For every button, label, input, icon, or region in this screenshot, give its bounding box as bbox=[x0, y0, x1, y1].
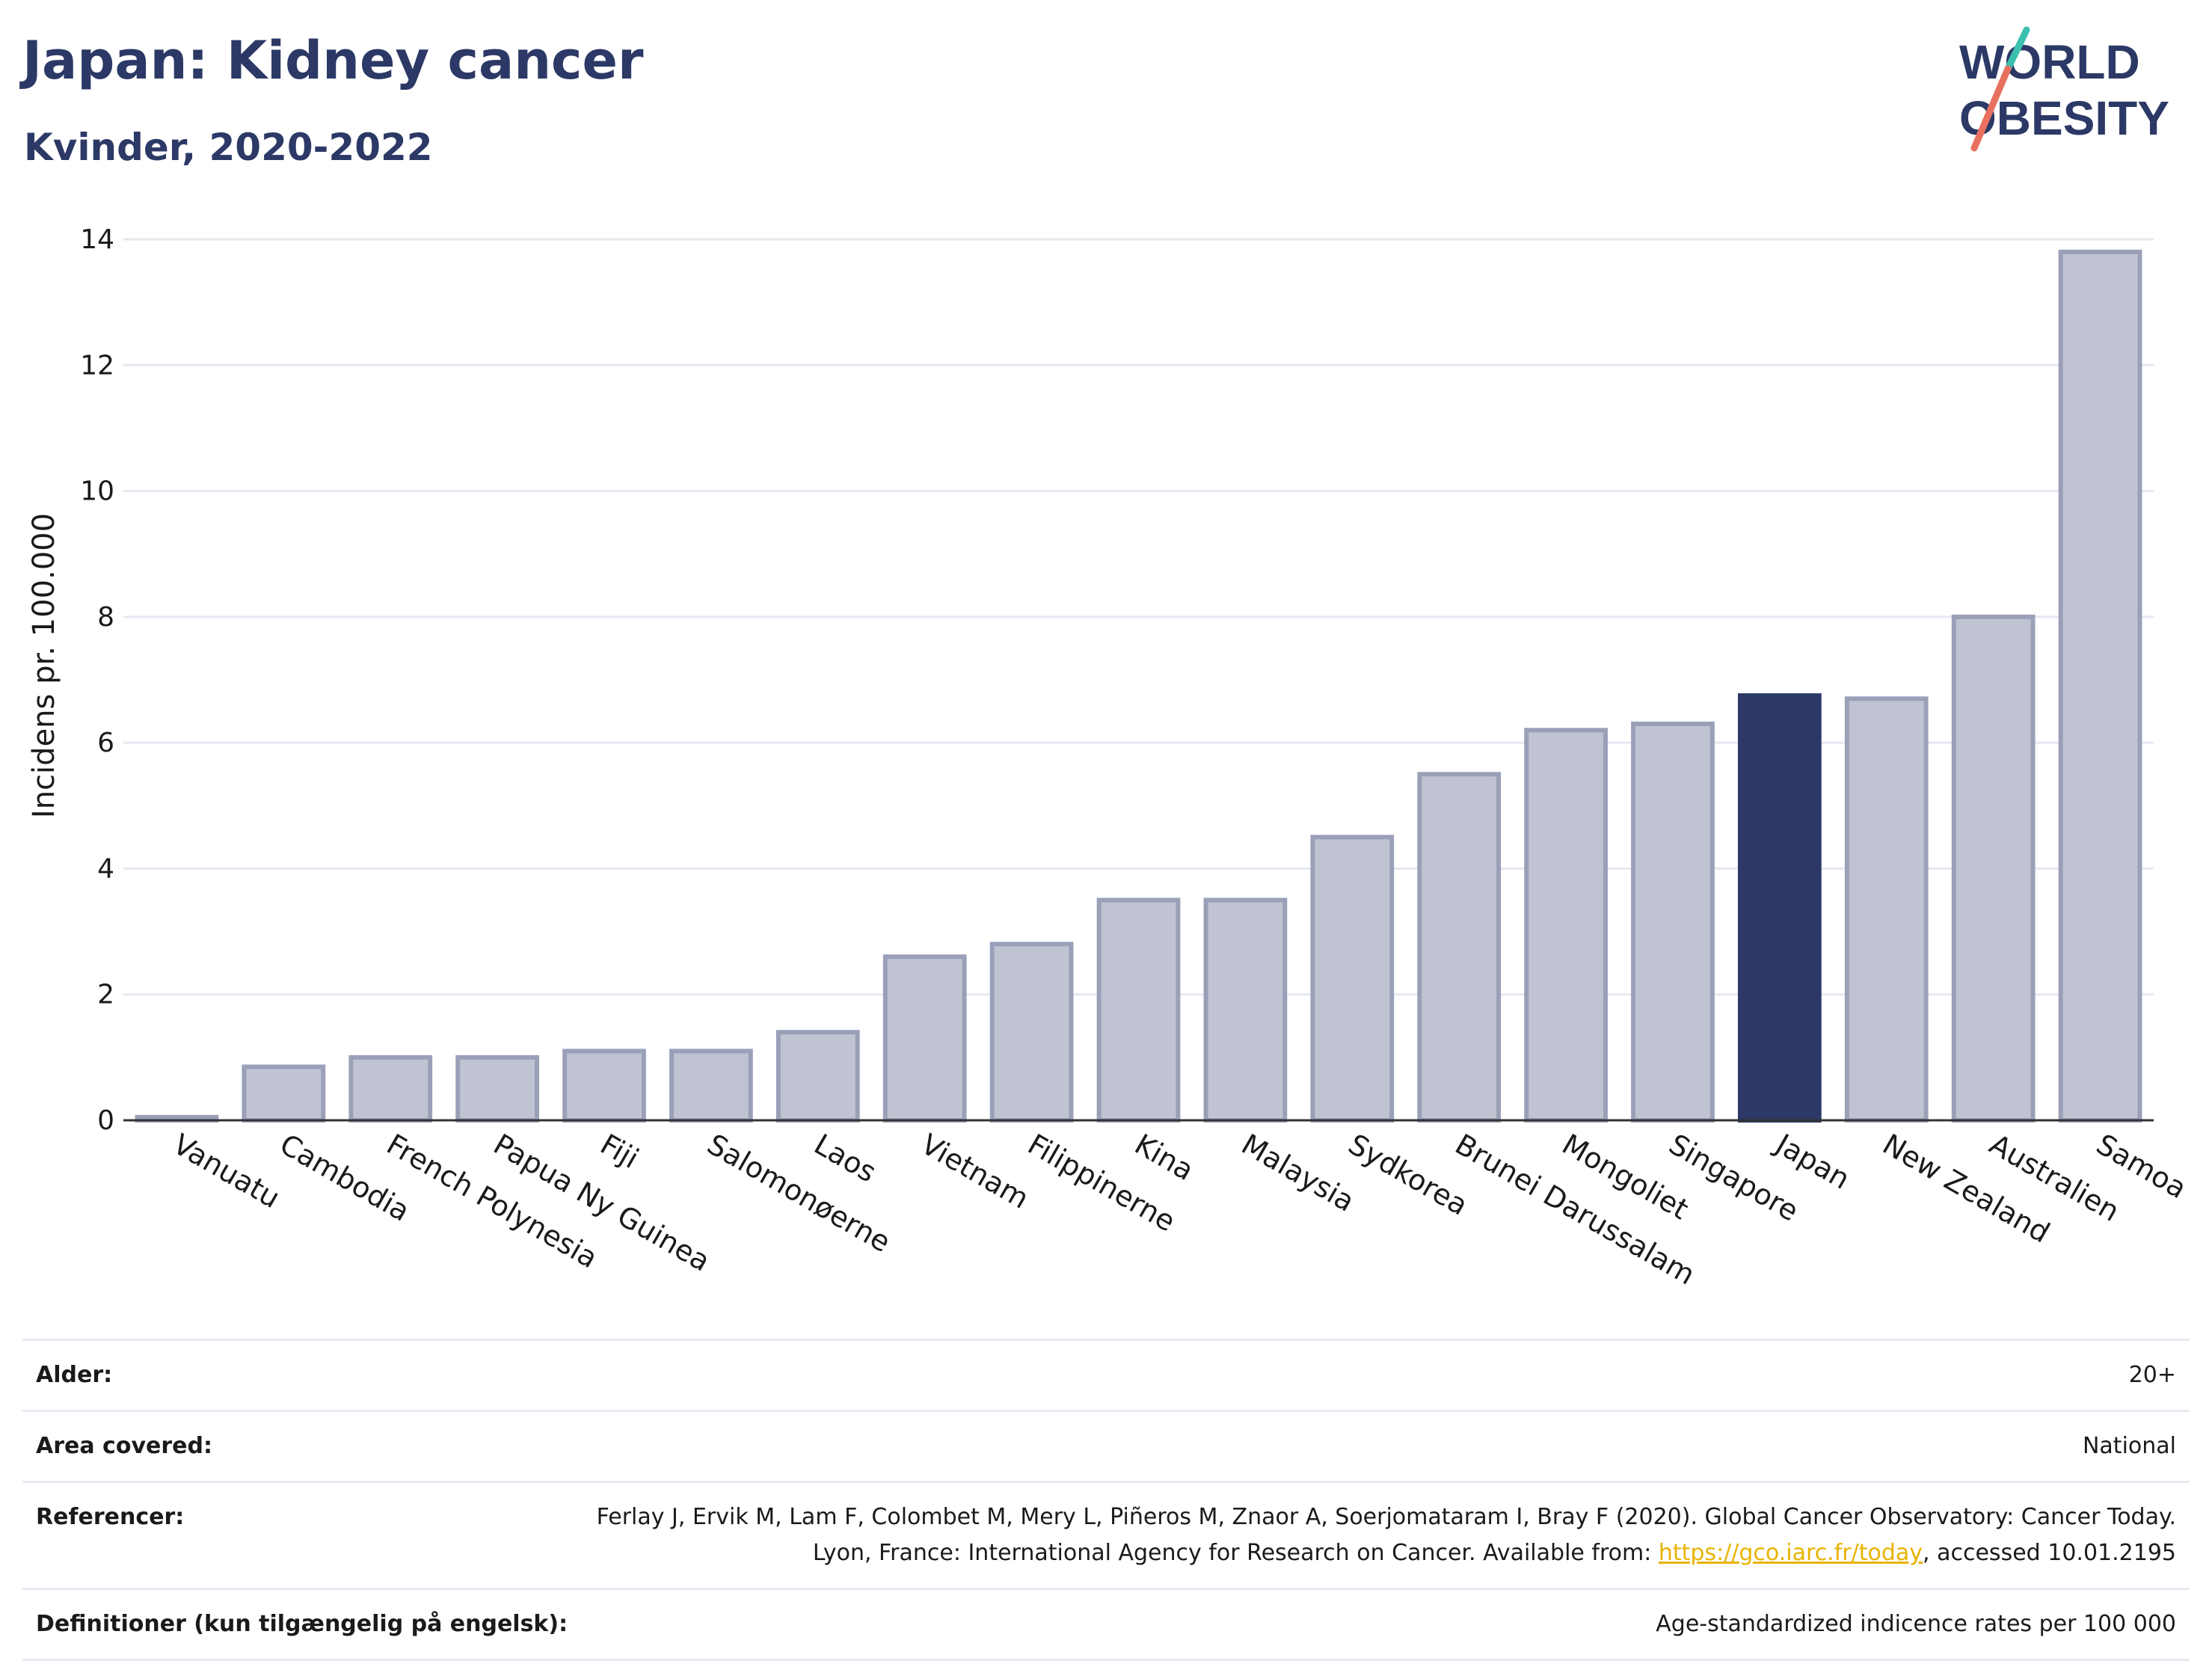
x-tick-label: Fiji bbox=[595, 1128, 645, 1175]
bar-brunei-darussalam bbox=[1417, 772, 1502, 1123]
bar-cambodia bbox=[242, 1064, 326, 1123]
bar-laos bbox=[775, 1030, 860, 1123]
world-obesity-logo: WORLD OBESITY bbox=[1959, 26, 2169, 152]
y-tick-labels: 0 2 4 6 8 10 12 14 bbox=[80, 224, 114, 1136]
y-tick-label: 10 bbox=[80, 476, 114, 507]
meta-value: Age-standardized indicence rates per 100… bbox=[581, 1588, 2190, 1661]
meta-key: Alder: bbox=[22, 1339, 582, 1411]
bar-kina bbox=[1096, 897, 1181, 1123]
x-tick-label: Kina bbox=[1129, 1128, 1199, 1188]
reference-link[interactable]: https://gco.iarc.fr/today bbox=[1658, 1540, 1923, 1566]
y-tick-label: 0 bbox=[97, 1105, 114, 1136]
chart-title: Japan: Kidney cancer bbox=[22, 30, 644, 91]
x-tick-label: Salomonøerne bbox=[701, 1128, 896, 1259]
x-tick-label: Vietnam bbox=[915, 1128, 1034, 1215]
meta-row-area: Area covered: National bbox=[22, 1410, 2190, 1482]
bar-mongoliet bbox=[1524, 728, 1608, 1123]
bar-fiji bbox=[562, 1049, 646, 1123]
bar-filippinerne bbox=[989, 942, 1074, 1123]
meta-value: 20+ bbox=[581, 1339, 2190, 1411]
meta-row-definitions: Definitioner (kun tilgængelig på engelsk… bbox=[22, 1588, 2190, 1661]
x-tick-label: Sydkorea bbox=[1343, 1128, 1474, 1222]
y-tick-label: 2 bbox=[97, 980, 114, 1010]
meta-row-references: Referencer: Ferlay J, Ervik M, Lam F, Co… bbox=[22, 1481, 2190, 1589]
meta-key: Referencer: bbox=[22, 1481, 582, 1589]
bar-australien bbox=[1951, 614, 2036, 1123]
y-tick-label: 4 bbox=[97, 853, 114, 884]
x-tick-label: Japan bbox=[1769, 1127, 1856, 1196]
bar-french-polynesia bbox=[348, 1054, 433, 1123]
logo-line1: WORLD bbox=[1959, 35, 2140, 89]
reference-suffix: , accessed 10.01.2195 bbox=[1923, 1540, 2176, 1566]
bar-vietnam bbox=[882, 954, 967, 1123]
chart-subtitle: Kvinder, 2020-2022 bbox=[24, 126, 433, 169]
y-tick-label: 8 bbox=[97, 602, 114, 633]
bar-malaysia bbox=[1203, 897, 1288, 1123]
meta-value: National bbox=[581, 1410, 2190, 1482]
x-tick-label: Vanuatu bbox=[168, 1128, 286, 1215]
bar-sydkorea bbox=[1310, 835, 1395, 1123]
y-tick-label: 6 bbox=[97, 728, 114, 758]
bars bbox=[135, 249, 2142, 1123]
bar-singapore bbox=[1631, 721, 1715, 1123]
bar-japan bbox=[1737, 693, 1822, 1123]
bar-salomon-erne bbox=[669, 1049, 753, 1123]
bar-new-zealand bbox=[1844, 696, 1929, 1123]
bar-papua-ny-guinea bbox=[455, 1054, 540, 1123]
y-axis-label: Incidens pr. 100.000 bbox=[27, 513, 61, 818]
meta-row-age: Alder: 20+ bbox=[22, 1339, 2190, 1411]
y-tick-label: 14 bbox=[80, 224, 114, 255]
metadata-table: Alder: 20+ Area covered: National Refere… bbox=[22, 1339, 2190, 1661]
meta-value: Ferlay J, Ervik M, Lam F, Colombet M, Me… bbox=[581, 1481, 2190, 1589]
meta-key: Definitioner (kun tilgængelig på engelsk… bbox=[22, 1588, 582, 1661]
x-tick-label: Malaysia bbox=[1236, 1128, 1360, 1218]
bar-samoa bbox=[2058, 249, 2142, 1123]
meta-key: Area covered: bbox=[22, 1410, 582, 1482]
reference-text: Ferlay J, Ervik M, Lam F, Colombet M, Me… bbox=[596, 1504, 2176, 1566]
x-tick-label: Laos bbox=[808, 1128, 882, 1189]
y-tick-label: 12 bbox=[80, 350, 114, 381]
